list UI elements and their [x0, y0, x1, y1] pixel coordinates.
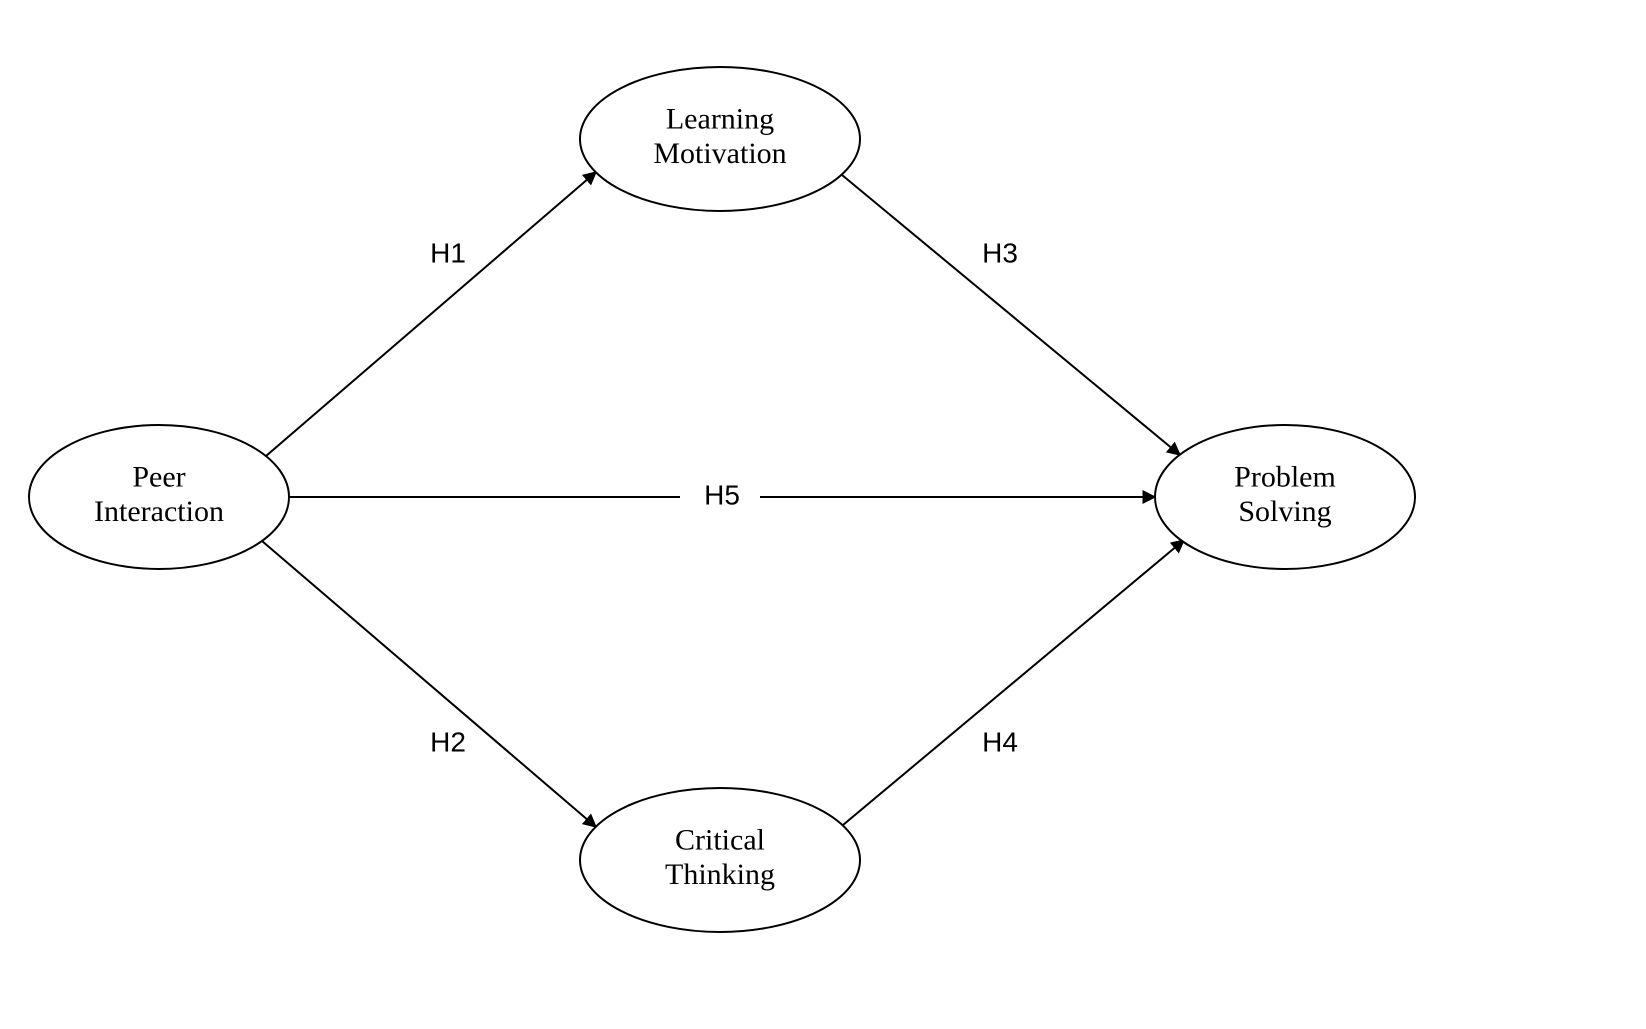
edge-label-h2: H2 [430, 726, 466, 757]
node-label-learning-line1: Motivation [653, 137, 786, 170]
node-label-problem-line0: Problem [1234, 461, 1336, 494]
edge-h1: H1 [266, 172, 596, 456]
node-label-critical-line1: Thinking [665, 858, 775, 891]
node-label-critical-line0: Critical [675, 824, 765, 857]
node-problem: ProblemSolving [1155, 425, 1415, 569]
node-label-learning-line0: Learning [666, 103, 774, 136]
edge-label-h1: H1 [430, 237, 466, 268]
node-peer: PeerInteraction [29, 425, 289, 569]
edge-label-h4: H4 [982, 726, 1018, 757]
node-critical: CriticalThinking [580, 788, 860, 932]
edge-h5: H5 [289, 479, 1155, 510]
node-label-problem-line1: Solving [1238, 495, 1331, 528]
edge-label-h5: H5 [704, 479, 740, 510]
edge-label-h3: H3 [982, 237, 1018, 268]
edge-h3: H3 [842, 175, 1180, 455]
node-label-peer-line0: Peer [132, 461, 185, 494]
node-learning: LearningMotivation [580, 67, 860, 211]
edge-h2: H2 [262, 541, 596, 827]
edge-h4: H4 [843, 540, 1184, 825]
node-label-peer-line1: Interaction [94, 495, 224, 528]
path-diagram: H1 H2 H3 H4 H5 PeerInteraction LearningMotivat… [0, 0, 1646, 1029]
